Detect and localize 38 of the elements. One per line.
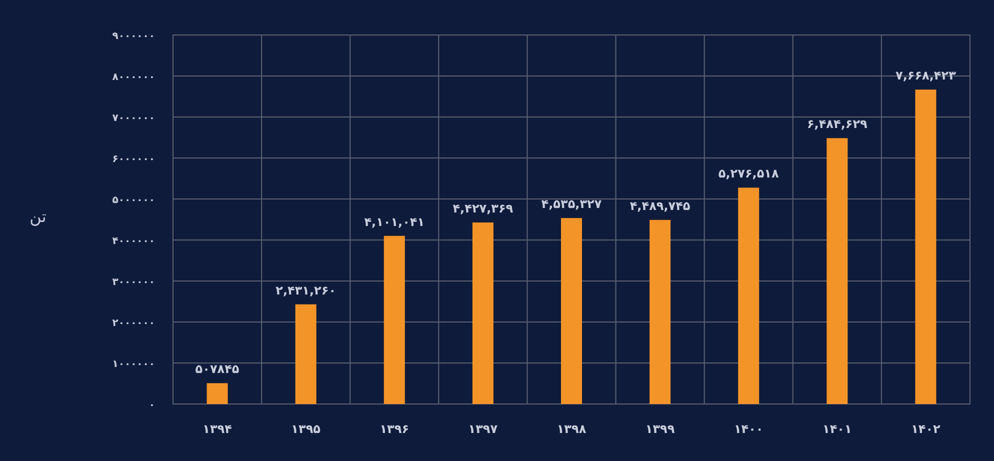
y-tick-label: ۵۰۰۰۰۰۰	[112, 195, 155, 206]
data-label: ۴,۴۸۹,۷۴۵	[630, 198, 690, 213]
bar	[650, 220, 671, 404]
bar	[915, 90, 936, 404]
bar	[561, 218, 582, 404]
x-tick-label: ۱۴۰۲	[911, 422, 942, 436]
x-tick-label: ۱۳۹۹	[645, 422, 676, 436]
y-tick-label: ۰	[148, 400, 155, 411]
y-tick-label: ۷۰۰۰۰۰۰	[112, 113, 155, 124]
data-label: ۷,۶۶۸,۴۲۳	[896, 68, 957, 83]
bar	[738, 188, 760, 404]
data-label: ۲,۴۳۱,۲۶۰	[276, 283, 336, 298]
x-tick-label: ۱۳۹۸	[556, 422, 587, 436]
data-label: ۶,۴۸۴,۶۲۹	[806, 117, 868, 132]
data-label: ۵,۲۷۶,۵۱۸	[718, 166, 780, 181]
y-axis-title: تن	[30, 207, 46, 226]
bar	[384, 236, 405, 404]
data-label: ۵۰۷۸۴۵	[195, 362, 240, 376]
bar	[826, 138, 848, 404]
bar	[206, 383, 228, 404]
x-tick-label: ۱۴۰۱	[822, 422, 852, 436]
y-tick-label: ۶۰۰۰۰۰۰	[112, 154, 155, 165]
y-tick-label: ۴۰۰۰۰۰۰	[112, 236, 155, 247]
y-tick-label: ۳۰۰۰۰۰۰	[112, 277, 155, 288]
bar	[295, 304, 316, 404]
x-tick-label: ۱۳۹۴	[202, 422, 232, 436]
data-label: ۴,۵۳۵,۳۲۷	[541, 197, 602, 212]
x-tick-label: ۱۳۹۷	[468, 422, 498, 436]
data-label: ۴,۱۰۱,۰۴۱	[364, 214, 425, 229]
y-tick-label: ۹۰۰۰۰۰۰	[112, 31, 155, 42]
bar	[472, 222, 494, 404]
x-tick-label: ۱۳۹۶	[380, 422, 410, 436]
x-tick-label: ۱۳۹۵	[291, 422, 320, 436]
y-tick-label: ۸۰۰۰۰۰۰	[112, 72, 155, 83]
y-tick-label: ۲۰۰۰۰۰۰	[112, 318, 155, 329]
y-tick-label: ۱۰۰۰۰۰۰	[112, 359, 155, 370]
data-label: ۴,۴۲۷,۳۶۹	[452, 201, 514, 216]
x-tick-label: ۱۴۰۰	[734, 422, 764, 436]
